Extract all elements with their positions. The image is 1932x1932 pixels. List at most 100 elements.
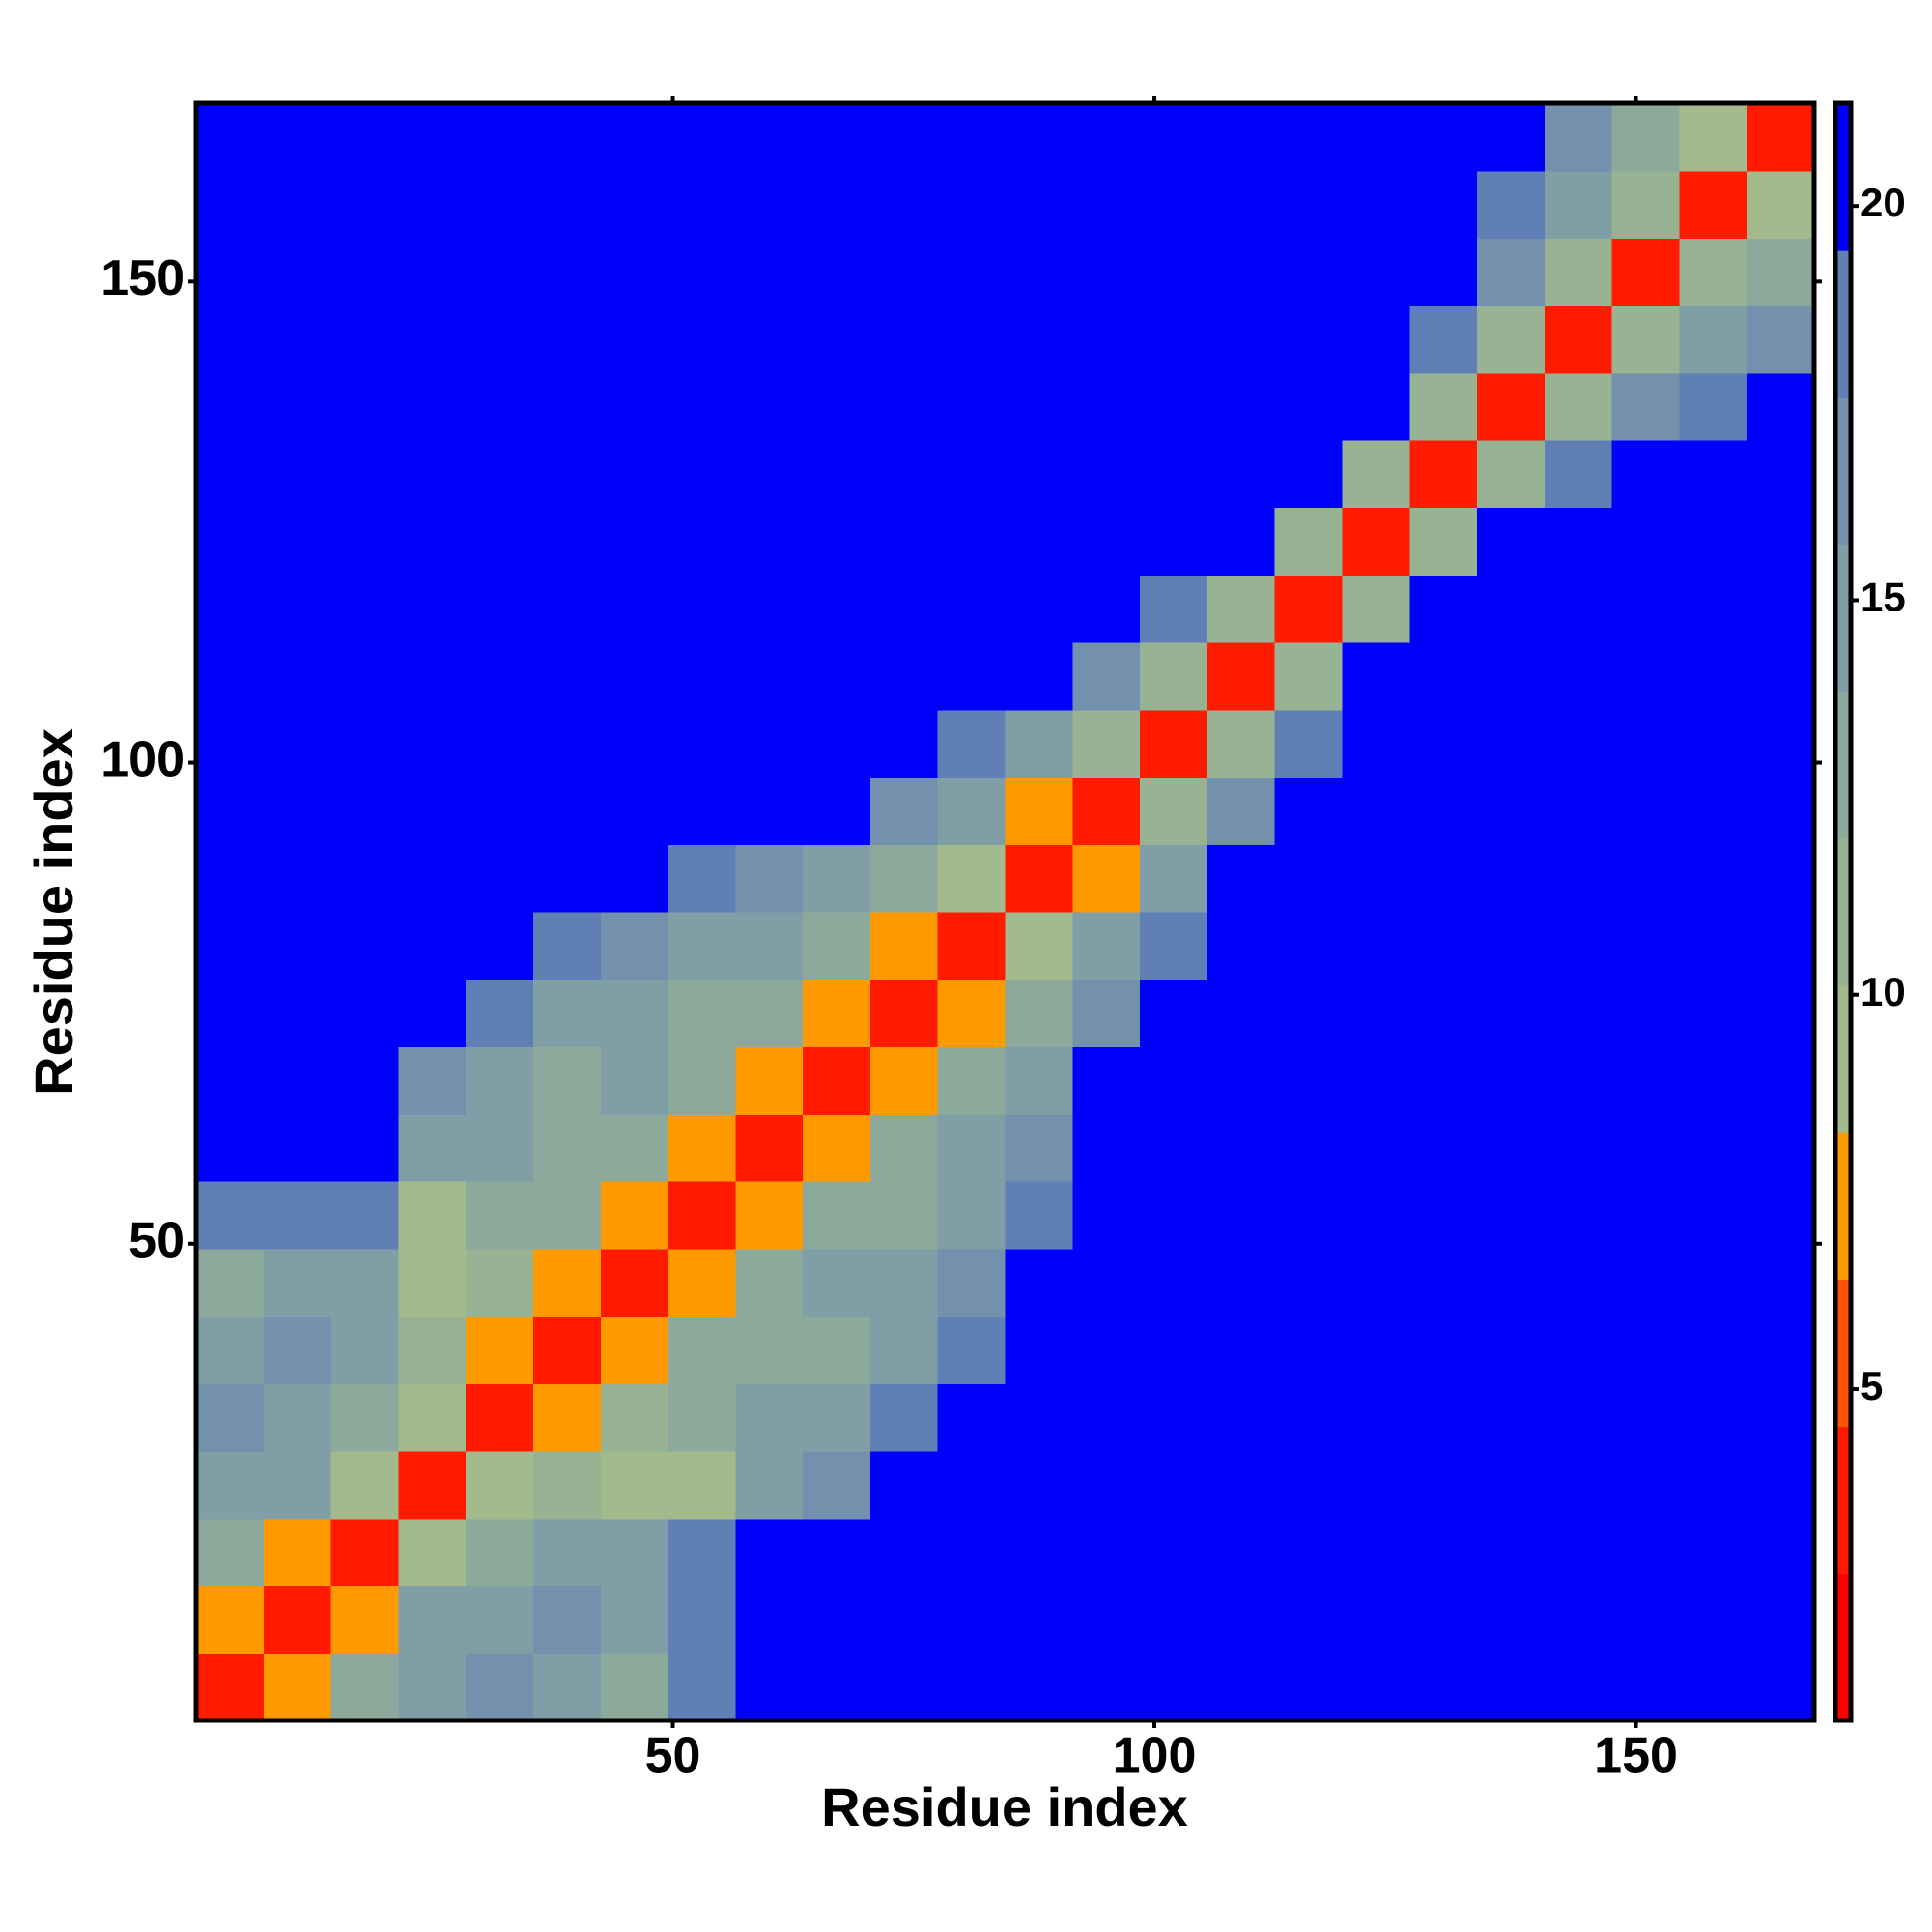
- colorbar-tick-label: 10: [1861, 969, 1906, 1014]
- heatmap-cell: [532, 1585, 602, 1654]
- heatmap-cell: [1005, 912, 1073, 980]
- heatmap-cell: [803, 1181, 871, 1250]
- y-tick-label: 50: [128, 1213, 185, 1269]
- heatmap-cell: [1747, 1383, 1815, 1452]
- heatmap-cell: [1005, 1585, 1073, 1654]
- heatmap-cell: [803, 1383, 871, 1452]
- heatmap-cell: [1611, 1585, 1681, 1654]
- heatmap-cell: [196, 575, 265, 643]
- heatmap-cell: [1140, 912, 1208, 980]
- heatmap-cell: [1342, 709, 1410, 779]
- heatmap-cell: [1679, 844, 1747, 913]
- heatmap-cell: [735, 1653, 804, 1721]
- heatmap-cell: [196, 979, 265, 1048]
- heatmap-cell: [196, 1046, 265, 1115]
- heatmap-cell: [600, 1114, 669, 1182]
- heatmap-cell: [1409, 305, 1478, 374]
- heatmap-cell: [1274, 170, 1344, 240]
- heatmap-cell: [1679, 1518, 1747, 1587]
- heatmap-cell: [1747, 103, 1815, 172]
- heatmap-cell: [1274, 1248, 1344, 1318]
- heatmap-cell: [937, 979, 1007, 1048]
- heatmap-cell: [466, 103, 534, 172]
- heatmap-cell: [1342, 844, 1410, 913]
- heatmap-cell: [263, 1248, 332, 1318]
- heatmap-cell: [330, 1653, 399, 1721]
- heatmap-cell: [1679, 642, 1747, 711]
- heatmap-cell: [1477, 1114, 1546, 1182]
- heatmap-cell: [600, 103, 669, 172]
- heatmap-cell: [1072, 1114, 1141, 1182]
- heatmap-cell: [263, 709, 332, 779]
- heatmap-cell: [1747, 979, 1815, 1048]
- heatmap-cell: [1679, 777, 1747, 845]
- heatmap-cell: [803, 979, 871, 1048]
- heatmap-cell: [803, 844, 871, 913]
- heatmap-cell: [735, 844, 804, 913]
- heatmap-cell: [1477, 1653, 1546, 1721]
- heatmap-cell: [1747, 844, 1815, 913]
- heatmap-cell: [398, 373, 467, 441]
- heatmap-cell: [196, 1518, 265, 1587]
- heatmap-cell: [1544, 507, 1613, 576]
- heatmap-cell: [1274, 575, 1344, 643]
- heatmap-cell: [1409, 238, 1478, 306]
- heatmap-cell: [1477, 1181, 1546, 1250]
- heatmap-cell: [869, 373, 939, 441]
- heatmap-cell: [1140, 440, 1208, 509]
- heatmap-cell: [1072, 103, 1141, 172]
- heatmap-cell: [668, 1518, 736, 1587]
- heatmap-cell: [803, 103, 871, 172]
- heatmap-cell: [263, 844, 332, 913]
- heatmap-cell: [1409, 1046, 1478, 1115]
- heatmap-cell: [1409, 1248, 1478, 1318]
- heatmap-cell: [1140, 844, 1208, 913]
- heatmap-cell: [532, 103, 602, 172]
- heatmap-cell: [1747, 1653, 1815, 1721]
- heatmap-cell: [1409, 440, 1478, 509]
- colorbar-band: [1835, 1279, 1851, 1428]
- heatmap-cell: [532, 305, 602, 374]
- heatmap-cell: [1679, 103, 1747, 172]
- heatmap-cell: [1477, 1046, 1546, 1115]
- heatmap-cell: [735, 1316, 804, 1384]
- heatmap-cell: [1207, 1046, 1276, 1115]
- heatmap-cell: [600, 777, 669, 845]
- heatmap-cell: [1679, 1383, 1747, 1452]
- heatmap-cell: [1005, 507, 1073, 576]
- heatmap-cell: [1005, 777, 1073, 845]
- heatmap-cell: [668, 103, 736, 172]
- heatmap-cell: [1544, 912, 1613, 980]
- heatmap-cell: [1611, 170, 1681, 240]
- heatmap-cell: [803, 777, 871, 845]
- heatmap-cell: [668, 1451, 736, 1520]
- heatmap-cell: [1207, 170, 1276, 240]
- y-tick-label: 150: [100, 250, 185, 306]
- heatmap-cell: [1072, 1383, 1141, 1452]
- heatmap-cell: [1477, 1451, 1546, 1520]
- heatmap-cell: [466, 305, 534, 374]
- heatmap-cell: [398, 642, 467, 711]
- heatmap-cell: [532, 642, 602, 711]
- heatmap-cell: [1611, 1518, 1681, 1587]
- heatmap-cell: [1342, 1114, 1410, 1182]
- heatmap-cell: [1747, 373, 1815, 441]
- heatmap-cell: [1611, 777, 1681, 845]
- heatmap-cell: [1274, 777, 1344, 845]
- heatmap-cell: [398, 305, 467, 374]
- heatmap-cell: [1679, 1248, 1747, 1318]
- heatmap-cell: [1140, 777, 1208, 845]
- heatmap-cells: [196, 103, 1815, 1721]
- heatmap-cell: [1679, 507, 1747, 576]
- heatmap-cell: [1409, 642, 1478, 711]
- heatmap-cell: [869, 844, 939, 913]
- heatmap-cell: [937, 238, 1007, 306]
- heatmap-cell: [1477, 440, 1546, 509]
- heatmap-cell: [735, 575, 804, 643]
- heatmap-cell: [1005, 170, 1073, 240]
- heatmap-cell: [803, 1585, 871, 1654]
- colorbar-band: [1835, 103, 1851, 251]
- heatmap-cell: [937, 1316, 1007, 1384]
- heatmap-cell: [532, 170, 602, 240]
- heatmap-cell: [668, 1248, 736, 1318]
